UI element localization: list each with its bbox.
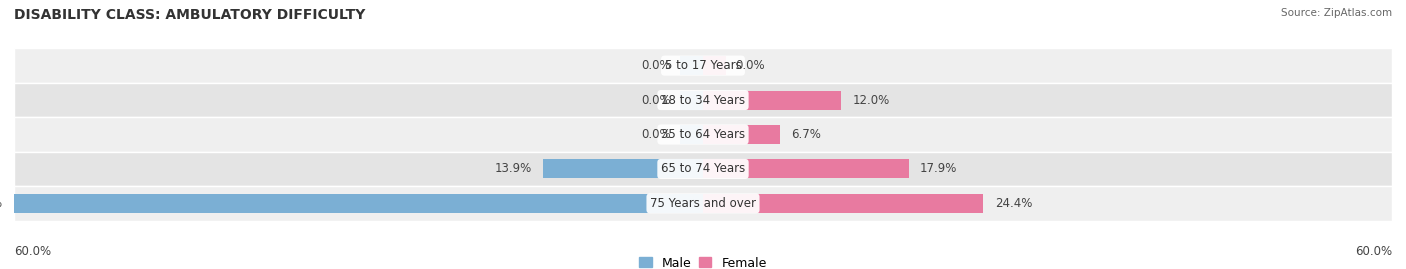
Text: 17.9%: 17.9% (920, 162, 957, 175)
Text: 0.0%: 0.0% (641, 59, 671, 72)
Text: 65 to 74 Years: 65 to 74 Years (661, 162, 745, 175)
Bar (14, 186, 1392, 221)
Text: Source: ZipAtlas.com: Source: ZipAtlas.com (1281, 8, 1392, 18)
Text: 60.0%: 60.0% (0, 197, 3, 210)
Text: 0.0%: 0.0% (735, 59, 765, 72)
Bar (681, 125, 703, 144)
Text: 75 Years and over: 75 Years and over (650, 197, 756, 210)
Text: 60.0%: 60.0% (14, 245, 51, 258)
Bar (703, 125, 780, 144)
Text: 13.9%: 13.9% (495, 162, 531, 175)
Text: 60.0%: 60.0% (1355, 245, 1392, 258)
Bar (703, 56, 725, 75)
Text: 12.0%: 12.0% (852, 94, 890, 107)
Bar (543, 160, 703, 178)
Text: DISABILITY CLASS: AMBULATORY DIFFICULTY: DISABILITY CLASS: AMBULATORY DIFFICULTY (14, 8, 366, 22)
Bar (703, 194, 983, 213)
Text: 24.4%: 24.4% (994, 197, 1032, 210)
Bar (681, 56, 703, 75)
Bar (681, 91, 703, 109)
Text: 35 to 64 Years: 35 to 64 Years (661, 128, 745, 141)
Text: 5 to 17 Years: 5 to 17 Years (665, 59, 741, 72)
Text: 0.0%: 0.0% (641, 94, 671, 107)
Bar (14, 117, 1392, 152)
Bar (14, 83, 1392, 117)
Bar (703, 91, 841, 109)
Bar (14, 194, 703, 213)
Text: 0.0%: 0.0% (641, 128, 671, 141)
Text: 18 to 34 Years: 18 to 34 Years (661, 94, 745, 107)
Bar (703, 160, 908, 178)
Bar (14, 152, 1392, 186)
Legend: Male, Female: Male, Female (634, 252, 772, 269)
Bar (14, 48, 1392, 83)
Text: 6.7%: 6.7% (792, 128, 821, 141)
